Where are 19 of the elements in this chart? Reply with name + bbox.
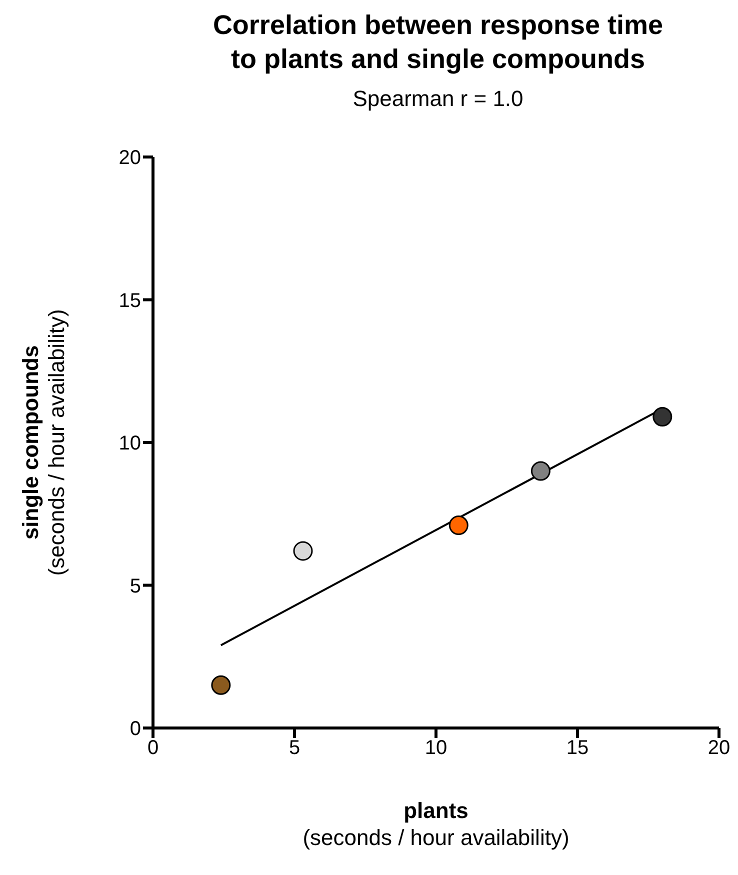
y-tick-label: 0 [130, 718, 141, 740]
point [448, 516, 468, 536]
x-tick-label: 15 [566, 737, 589, 760]
x-tick-label: 20 [708, 737, 730, 760]
x-tick-label: 0 [147, 737, 159, 760]
x-tick-label: 10 [424, 737, 448, 760]
y-axis-title: single compounds (seconds / hour availability) [18, 309, 69, 576]
point [293, 541, 313, 561]
chart-subtitle: Spearman r = 1.0 [352, 86, 524, 112]
y-tick-label: 10 [118, 432, 141, 455]
point [211, 675, 231, 695]
y-tick-label: 5 [130, 575, 141, 598]
x-axis-title: plants (seconds / hour availability) [302, 798, 570, 850]
y-tick-label: 20 [118, 147, 141, 170]
point [530, 461, 550, 481]
chart-title: Correlation between response time to plants and single compounds [212, 9, 664, 76]
point [652, 407, 672, 427]
x-tick-label: 5 [288, 737, 300, 760]
y-tick-label: 15 [118, 290, 141, 312]
